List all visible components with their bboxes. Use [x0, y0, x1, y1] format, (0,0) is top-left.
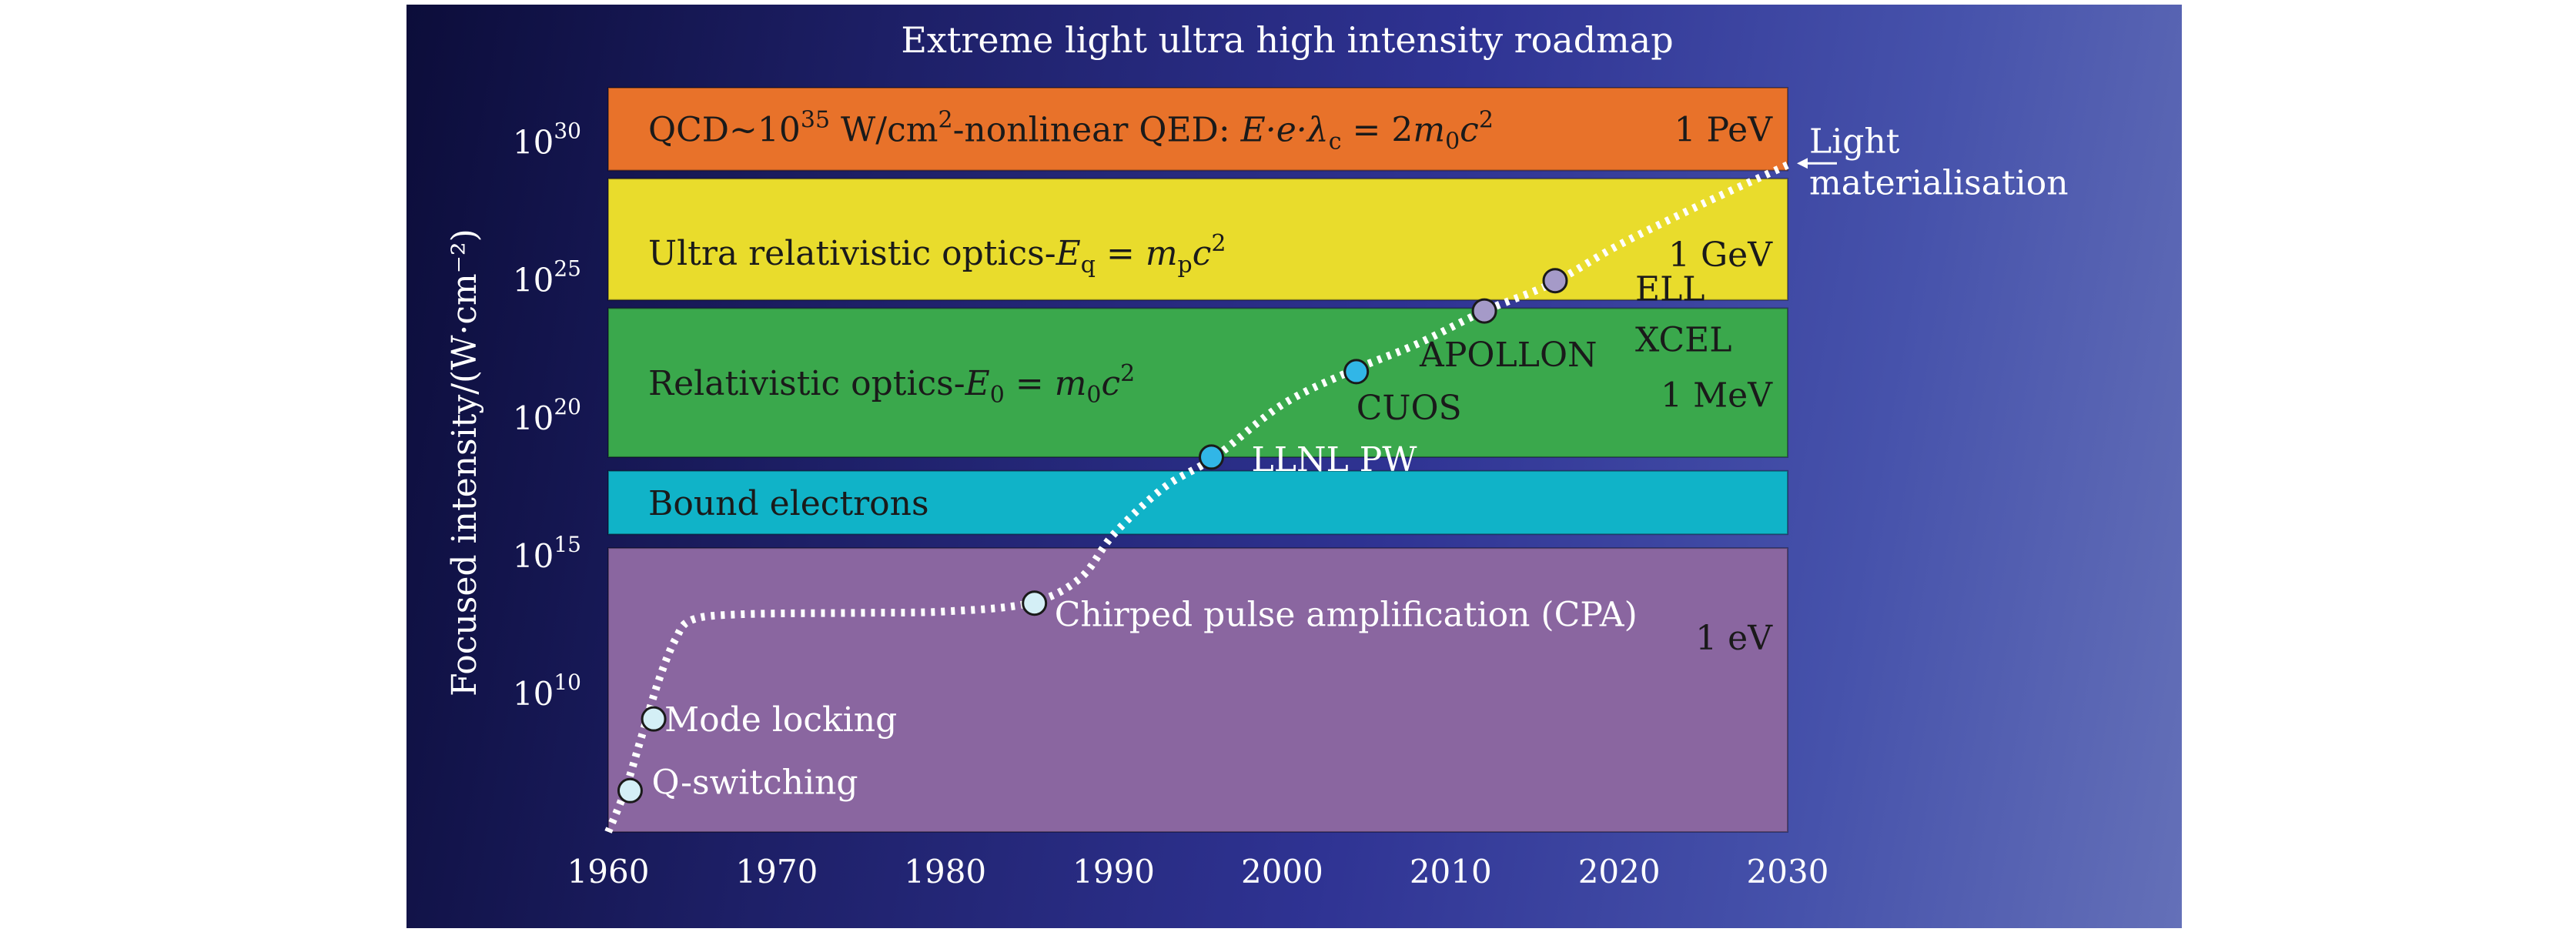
point-label-cpa: Chirped pulse amplification (CPA)	[1055, 596, 1638, 635]
x-tick-label: 1990	[1072, 853, 1155, 890]
y-tick-label: 1010	[513, 670, 581, 713]
y-tick-label: 1015	[513, 532, 581, 575]
y-axis-label: Focused intensity/(W·cm⁻²)	[445, 229, 484, 696]
band-relativistic	[607, 307, 1788, 458]
light-materialisation-label: Light	[1809, 122, 1900, 161]
point-llnl-pw	[1199, 444, 1225, 470]
x-tick-label: 2020	[1578, 853, 1661, 890]
roadmap-figure: Extreme light ultra high intensity roadm…	[406, 5, 2182, 928]
arrow-head	[1797, 158, 1808, 169]
band-qcd	[607, 87, 1788, 172]
y-tick-label: 1020	[513, 394, 581, 437]
light-materialisation-label: materialisation	[1809, 163, 2069, 202]
point-label-llnl-pw: LLNL PW	[1252, 440, 1418, 479]
band-atomic	[607, 547, 1788, 833]
y-tick-label: 1025	[513, 256, 581, 299]
point-apollon	[1471, 298, 1497, 324]
point-cpa	[1022, 590, 1048, 616]
band-bound-electrons	[607, 469, 1788, 536]
point-mode-locking	[641, 706, 667, 732]
y-tick-label: 1030	[513, 119, 581, 162]
point-label-q-switching: Q-switching	[651, 763, 858, 802]
energy-label-relativistic: 1 MeV	[1661, 376, 1773, 416]
band-label-qcd: QCD~1035 W/cm2-nonlinear QED: E·e·λc = 2…	[648, 107, 1494, 155]
xcel-label: XCEL	[1635, 321, 1732, 360]
x-tick-label: 1980	[904, 853, 986, 890]
band-label-bound-electrons: Bound electrons	[648, 484, 929, 523]
roadmap-chart: Extreme light ultra high intensity roadm…	[445, 19, 2069, 890]
point-q-switching	[617, 777, 643, 803]
point-label-cuos: CUOS	[1357, 389, 1462, 428]
point-label-ell: ELL	[1635, 270, 1705, 309]
trend-line	[604, 161, 1790, 833]
x-tick-label: 2000	[1241, 853, 1323, 890]
point-cuos	[1343, 359, 1370, 385]
point-label-mode-locking: Mode locking	[664, 700, 897, 740]
energy-label-atomic: 1 eV	[1695, 619, 1773, 658]
band-ultra-relativistic	[607, 178, 1788, 301]
point-ell	[1542, 268, 1568, 294]
x-tick-label: 1960	[567, 853, 650, 890]
point-label-apollon: APOLLON	[1419, 336, 1597, 375]
x-tick-label: 1970	[735, 853, 818, 890]
x-tick-label: 2010	[1410, 853, 1492, 890]
band-label-ultra-relativistic: Ultra relativistic optics-Eq = mpc2	[648, 230, 1226, 279]
chart-title: Extreme light ultra high intensity roadm…	[901, 19, 1673, 61]
band-label-relativistic: Relativistic optics-E0 = m0c2	[648, 360, 1135, 409]
energy-label-qcd: 1 PeV	[1674, 111, 1774, 150]
x-tick-label: 2030	[1747, 853, 1829, 890]
energy-label-ultra-relativistic: 1 GeV	[1668, 236, 1773, 275]
